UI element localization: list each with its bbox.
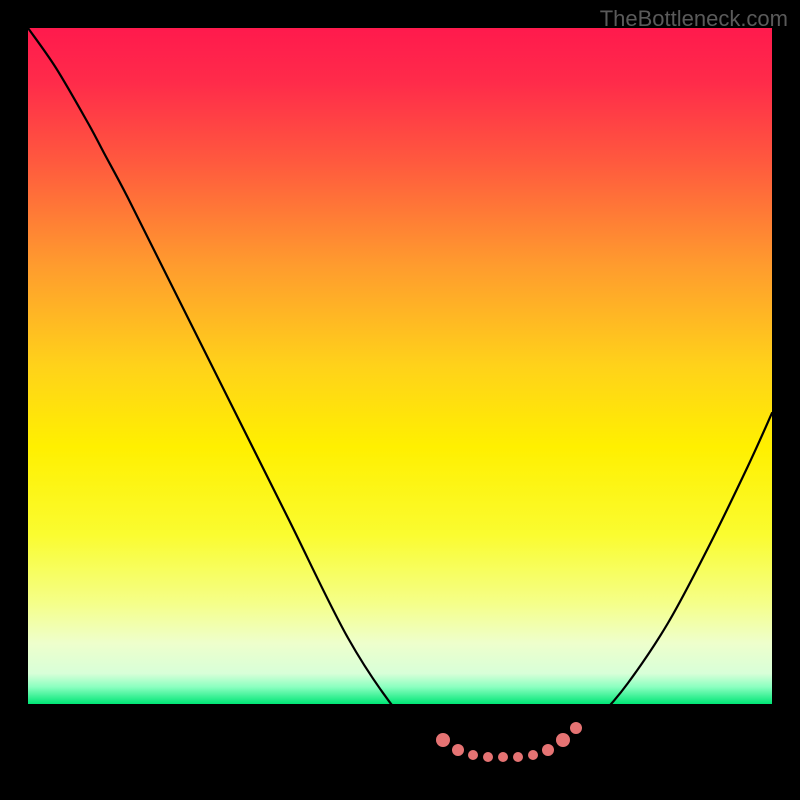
optimal-range-dots — [28, 28, 772, 772]
chart-area — [28, 28, 772, 772]
watermark-text: TheBottleneck.com — [600, 6, 788, 32]
